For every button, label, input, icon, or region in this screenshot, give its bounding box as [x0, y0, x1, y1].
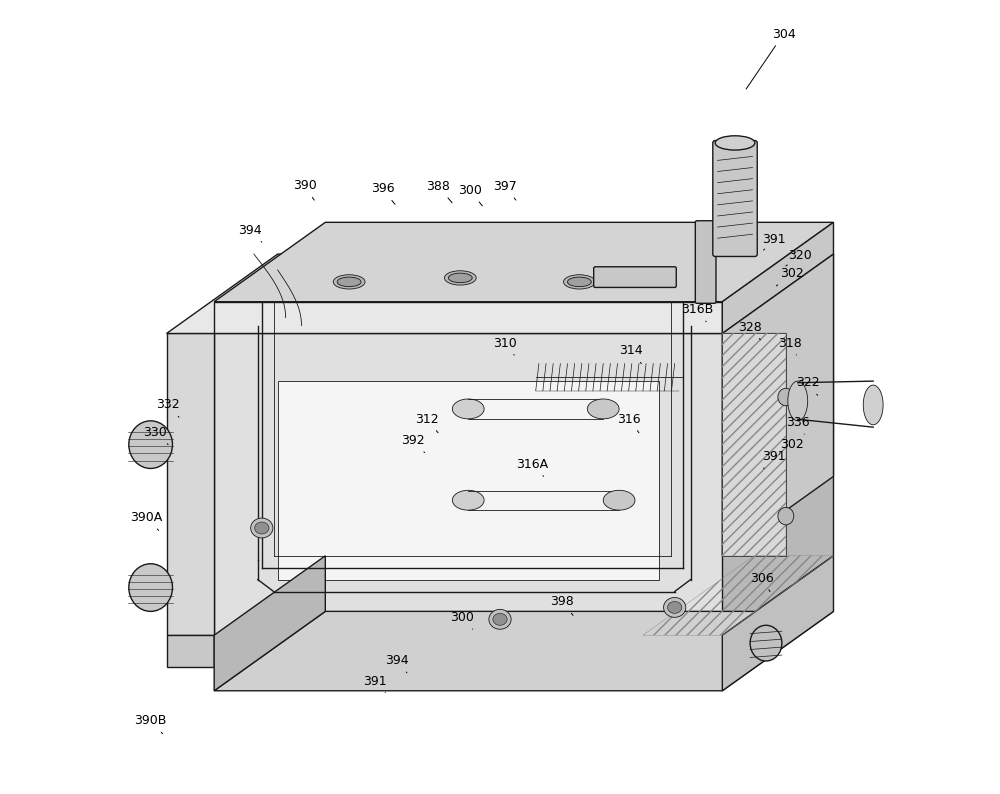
Text: 336: 336 — [786, 416, 810, 434]
Text: 300: 300 — [450, 611, 474, 629]
Ellipse shape — [489, 610, 511, 629]
Text: 328: 328 — [738, 321, 762, 340]
Ellipse shape — [778, 507, 794, 525]
Text: 394: 394 — [385, 654, 409, 673]
Polygon shape — [722, 222, 833, 333]
Ellipse shape — [788, 381, 808, 421]
Polygon shape — [167, 333, 214, 635]
Text: 394: 394 — [238, 224, 262, 242]
Ellipse shape — [668, 602, 682, 613]
Text: 397: 397 — [493, 180, 517, 200]
Ellipse shape — [333, 275, 365, 289]
Polygon shape — [214, 635, 722, 667]
Ellipse shape — [778, 388, 794, 406]
Text: 391: 391 — [363, 675, 386, 692]
Polygon shape — [214, 556, 325, 691]
Ellipse shape — [129, 421, 172, 468]
Polygon shape — [722, 254, 833, 635]
Text: 398: 398 — [550, 596, 574, 615]
Text: 314: 314 — [619, 345, 643, 364]
Text: 390: 390 — [293, 179, 317, 200]
Text: 396: 396 — [371, 183, 395, 204]
Ellipse shape — [255, 522, 269, 534]
Polygon shape — [722, 556, 833, 691]
Ellipse shape — [444, 271, 476, 285]
Text: 388: 388 — [426, 180, 452, 202]
Ellipse shape — [715, 136, 755, 150]
Text: 300: 300 — [458, 184, 482, 206]
Text: 392: 392 — [401, 434, 425, 453]
Ellipse shape — [452, 491, 484, 511]
Ellipse shape — [251, 518, 273, 538]
FancyBboxPatch shape — [594, 267, 676, 287]
Text: 316B: 316B — [681, 303, 713, 322]
Text: 391: 391 — [762, 450, 786, 468]
Text: 391: 391 — [762, 233, 786, 250]
Text: 312: 312 — [415, 413, 439, 433]
Text: 310: 310 — [493, 337, 517, 355]
Ellipse shape — [448, 273, 472, 283]
Text: 316A: 316A — [516, 458, 548, 476]
Ellipse shape — [452, 399, 484, 419]
Ellipse shape — [587, 399, 619, 419]
Ellipse shape — [337, 277, 361, 287]
Ellipse shape — [129, 564, 172, 611]
Polygon shape — [214, 222, 833, 302]
Ellipse shape — [567, 277, 591, 287]
Polygon shape — [214, 333, 722, 635]
Text: 390A: 390A — [131, 511, 163, 530]
Polygon shape — [167, 635, 214, 667]
Text: 318: 318 — [778, 337, 802, 355]
Ellipse shape — [750, 626, 782, 661]
Polygon shape — [214, 302, 722, 333]
Ellipse shape — [664, 597, 686, 618]
Text: 302: 302 — [776, 268, 804, 286]
Polygon shape — [214, 254, 833, 333]
Text: 390B: 390B — [134, 715, 167, 734]
Ellipse shape — [564, 275, 595, 289]
Ellipse shape — [493, 613, 507, 626]
Polygon shape — [214, 611, 833, 691]
Text: 306: 306 — [750, 572, 774, 592]
FancyBboxPatch shape — [695, 221, 716, 303]
Text: 304: 304 — [746, 28, 795, 89]
Text: 302: 302 — [779, 438, 804, 454]
Ellipse shape — [863, 385, 883, 425]
Polygon shape — [722, 333, 786, 556]
Text: 320: 320 — [786, 249, 812, 266]
Text: 330: 330 — [143, 426, 168, 445]
Text: 332: 332 — [156, 399, 180, 417]
Polygon shape — [722, 254, 833, 556]
Ellipse shape — [603, 491, 635, 511]
Polygon shape — [278, 381, 659, 580]
FancyBboxPatch shape — [713, 141, 757, 256]
Polygon shape — [167, 254, 325, 333]
Polygon shape — [214, 556, 833, 635]
Text: 322: 322 — [796, 376, 820, 395]
Text: 316: 316 — [617, 413, 640, 433]
Polygon shape — [214, 254, 325, 635]
